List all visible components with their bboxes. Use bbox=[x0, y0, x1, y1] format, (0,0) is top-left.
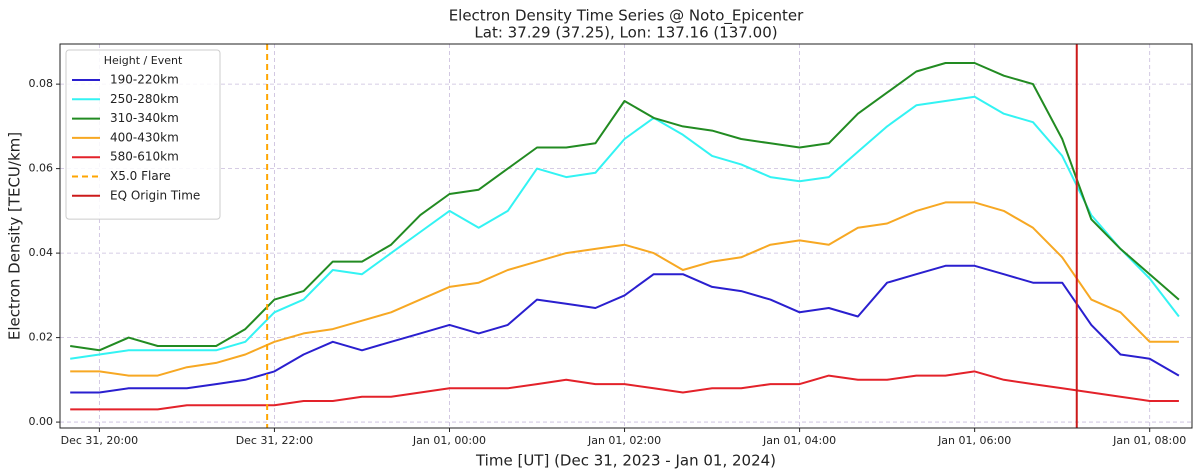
legend-label: 400-430km bbox=[110, 130, 179, 144]
y-tick-label: 0.08 bbox=[29, 77, 54, 90]
series-line bbox=[70, 95, 1180, 360]
x-axis-label: Time [UT] (Dec 31, 2023 - Jan 01, 2024) bbox=[475, 452, 776, 470]
y-tick-label: 0.02 bbox=[29, 331, 54, 344]
legend-label: 250-280km bbox=[110, 92, 179, 106]
legend-title: Height / Event bbox=[104, 54, 183, 67]
legend: Height / Event 190-220km 250-280km 310-340k… bbox=[65, 49, 221, 220]
chart-title: Electron Density Time Series @ Noto_Epic… bbox=[449, 7, 804, 26]
x-tick-label: Jan 01, 02:00 bbox=[587, 434, 661, 447]
legend-label: EQ Origin Time bbox=[110, 188, 200, 202]
y-tick-label: 0.06 bbox=[29, 162, 54, 175]
x-tick-label: Jan 01, 00:00 bbox=[412, 434, 486, 447]
y-tick-label: 0.00 bbox=[29, 415, 54, 428]
series-line bbox=[70, 62, 1180, 352]
x-tick-label: Dec 31, 20:00 bbox=[61, 434, 138, 447]
legend-box bbox=[65, 49, 221, 220]
legend-label: 310-340km bbox=[110, 111, 179, 125]
x-tick-label: Jan 01, 06:00 bbox=[937, 434, 1011, 447]
x-tick-label: Dec 31, 22:00 bbox=[236, 434, 313, 447]
y-axis-label: Electron Density [TECU/km] bbox=[6, 132, 24, 340]
legend-label: 580-610km bbox=[110, 150, 179, 164]
series-line bbox=[70, 264, 1180, 394]
legend-label: X5.0 Flare bbox=[110, 169, 171, 183]
x-tick-label: Jan 01, 08:00 bbox=[1112, 434, 1186, 447]
x-tick-label: Jan 01, 04:00 bbox=[762, 434, 836, 447]
plot-frame bbox=[59, 43, 1193, 429]
legend-label: 190-220km bbox=[110, 73, 179, 87]
chart-subtitle: Lat: 37.29 (37.25), Lon: 137.16 (137.00) bbox=[474, 24, 777, 42]
series-line bbox=[70, 201, 1179, 377]
series-line bbox=[70, 370, 1179, 411]
y-tick-label: 0.04 bbox=[29, 246, 54, 259]
